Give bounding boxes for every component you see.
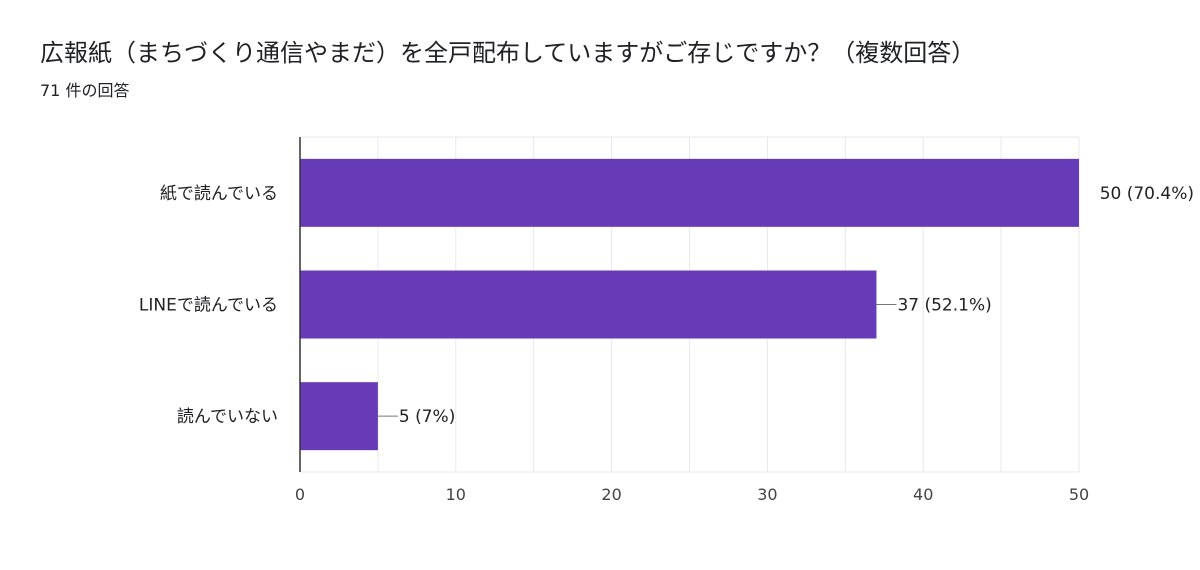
category-label: 紙で読んでいる — [160, 184, 278, 204]
bar — [300, 158, 1079, 227]
value-label: 50 (70.4%) — [1100, 184, 1194, 204]
x-tick-label: 10 — [446, 485, 466, 504]
chart-title: 広報紙（まちづくり通信やまだ）を全戸配布していますがご存じですか？（複数回答） — [40, 39, 976, 67]
labels: 紙で読んでいる 50 (70.4%) LINEで読んでいる 37 (52.1%) 読んで… — [139, 184, 1194, 504]
bar — [300, 382, 378, 451]
category-label: LINEで読んでいる — [139, 296, 278, 316]
bars — [300, 158, 1079, 451]
value-label: 5 (7%) — [399, 407, 455, 427]
x-tick-label: 30 — [757, 485, 777, 504]
value-label: 37 (52.1%) — [897, 296, 991, 316]
response-count: 71 件の回答 — [40, 81, 130, 100]
x-tick-label: 0 — [295, 485, 305, 504]
bar — [300, 270, 877, 339]
x-tick-label: 20 — [601, 485, 621, 504]
x-tick-label: 40 — [913, 485, 933, 504]
category-label: 読んでいない — [177, 407, 278, 427]
x-tick-label: 50 — [1069, 485, 1089, 504]
